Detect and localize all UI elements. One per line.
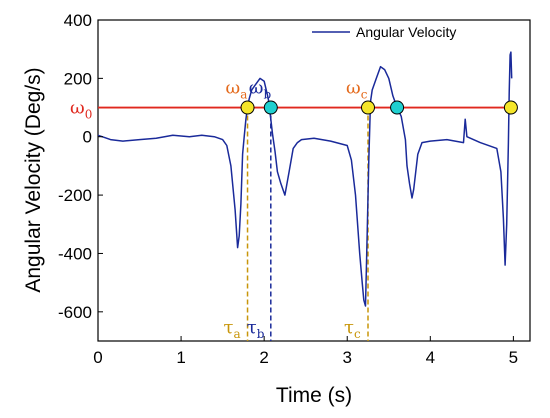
tau-label-b: τb bbox=[247, 317, 265, 341]
x-tick-label: 2 bbox=[259, 348, 268, 367]
x-axis-title: Time (s) bbox=[276, 384, 352, 407]
annotations: ω0 τa ωa τb ωb τc ωc bbox=[70, 78, 368, 341]
y-tick-label: 0 bbox=[83, 128, 92, 147]
x-tick-label: 3 bbox=[342, 348, 351, 367]
crossing-point bbox=[390, 100, 405, 115]
guide-lines bbox=[246, 107, 369, 341]
legend: Angular Velocity bbox=[312, 24, 456, 40]
x-tick-label: 4 bbox=[426, 348, 435, 367]
crossing-points bbox=[240, 100, 518, 115]
series-layer bbox=[97, 51, 513, 307]
tau-label-a: τa bbox=[224, 317, 241, 341]
crossing-point bbox=[361, 100, 375, 115]
threshold-label: ω0 bbox=[70, 98, 92, 122]
y-tick-label: -600 bbox=[58, 303, 92, 322]
legend-label: Angular Velocity bbox=[356, 24, 456, 40]
crossing-point bbox=[503, 100, 518, 115]
y-tick-label: -400 bbox=[58, 244, 92, 263]
y-tick-label: 200 bbox=[64, 69, 92, 88]
x-axis-ticks: 0 1 2 3 4 5 bbox=[93, 336, 518, 367]
y-tick-label: -200 bbox=[58, 186, 92, 205]
x-tick-label: 0 bbox=[93, 348, 102, 367]
x-tick-label: 1 bbox=[176, 348, 185, 367]
x-tick-label: 5 bbox=[509, 348, 518, 367]
crossing-point bbox=[240, 100, 255, 115]
omega-label-c: ωc bbox=[346, 78, 368, 102]
tau-label-c: τc bbox=[344, 317, 361, 341]
plot-area bbox=[97, 19, 531, 342]
y-axis-ticks: 400 200 0 -200 -400 -600 bbox=[58, 11, 103, 322]
y-tick-label: 400 bbox=[64, 11, 92, 30]
plot-frame bbox=[97, 19, 531, 342]
crossing-point bbox=[263, 100, 278, 115]
y-axis-title: Angular Velocity (Deg/s) bbox=[22, 67, 45, 292]
omega-label-b: ωb bbox=[249, 78, 272, 102]
omega-label-a: ωa bbox=[226, 78, 248, 102]
series-line-angular-velocity bbox=[97, 51, 513, 307]
